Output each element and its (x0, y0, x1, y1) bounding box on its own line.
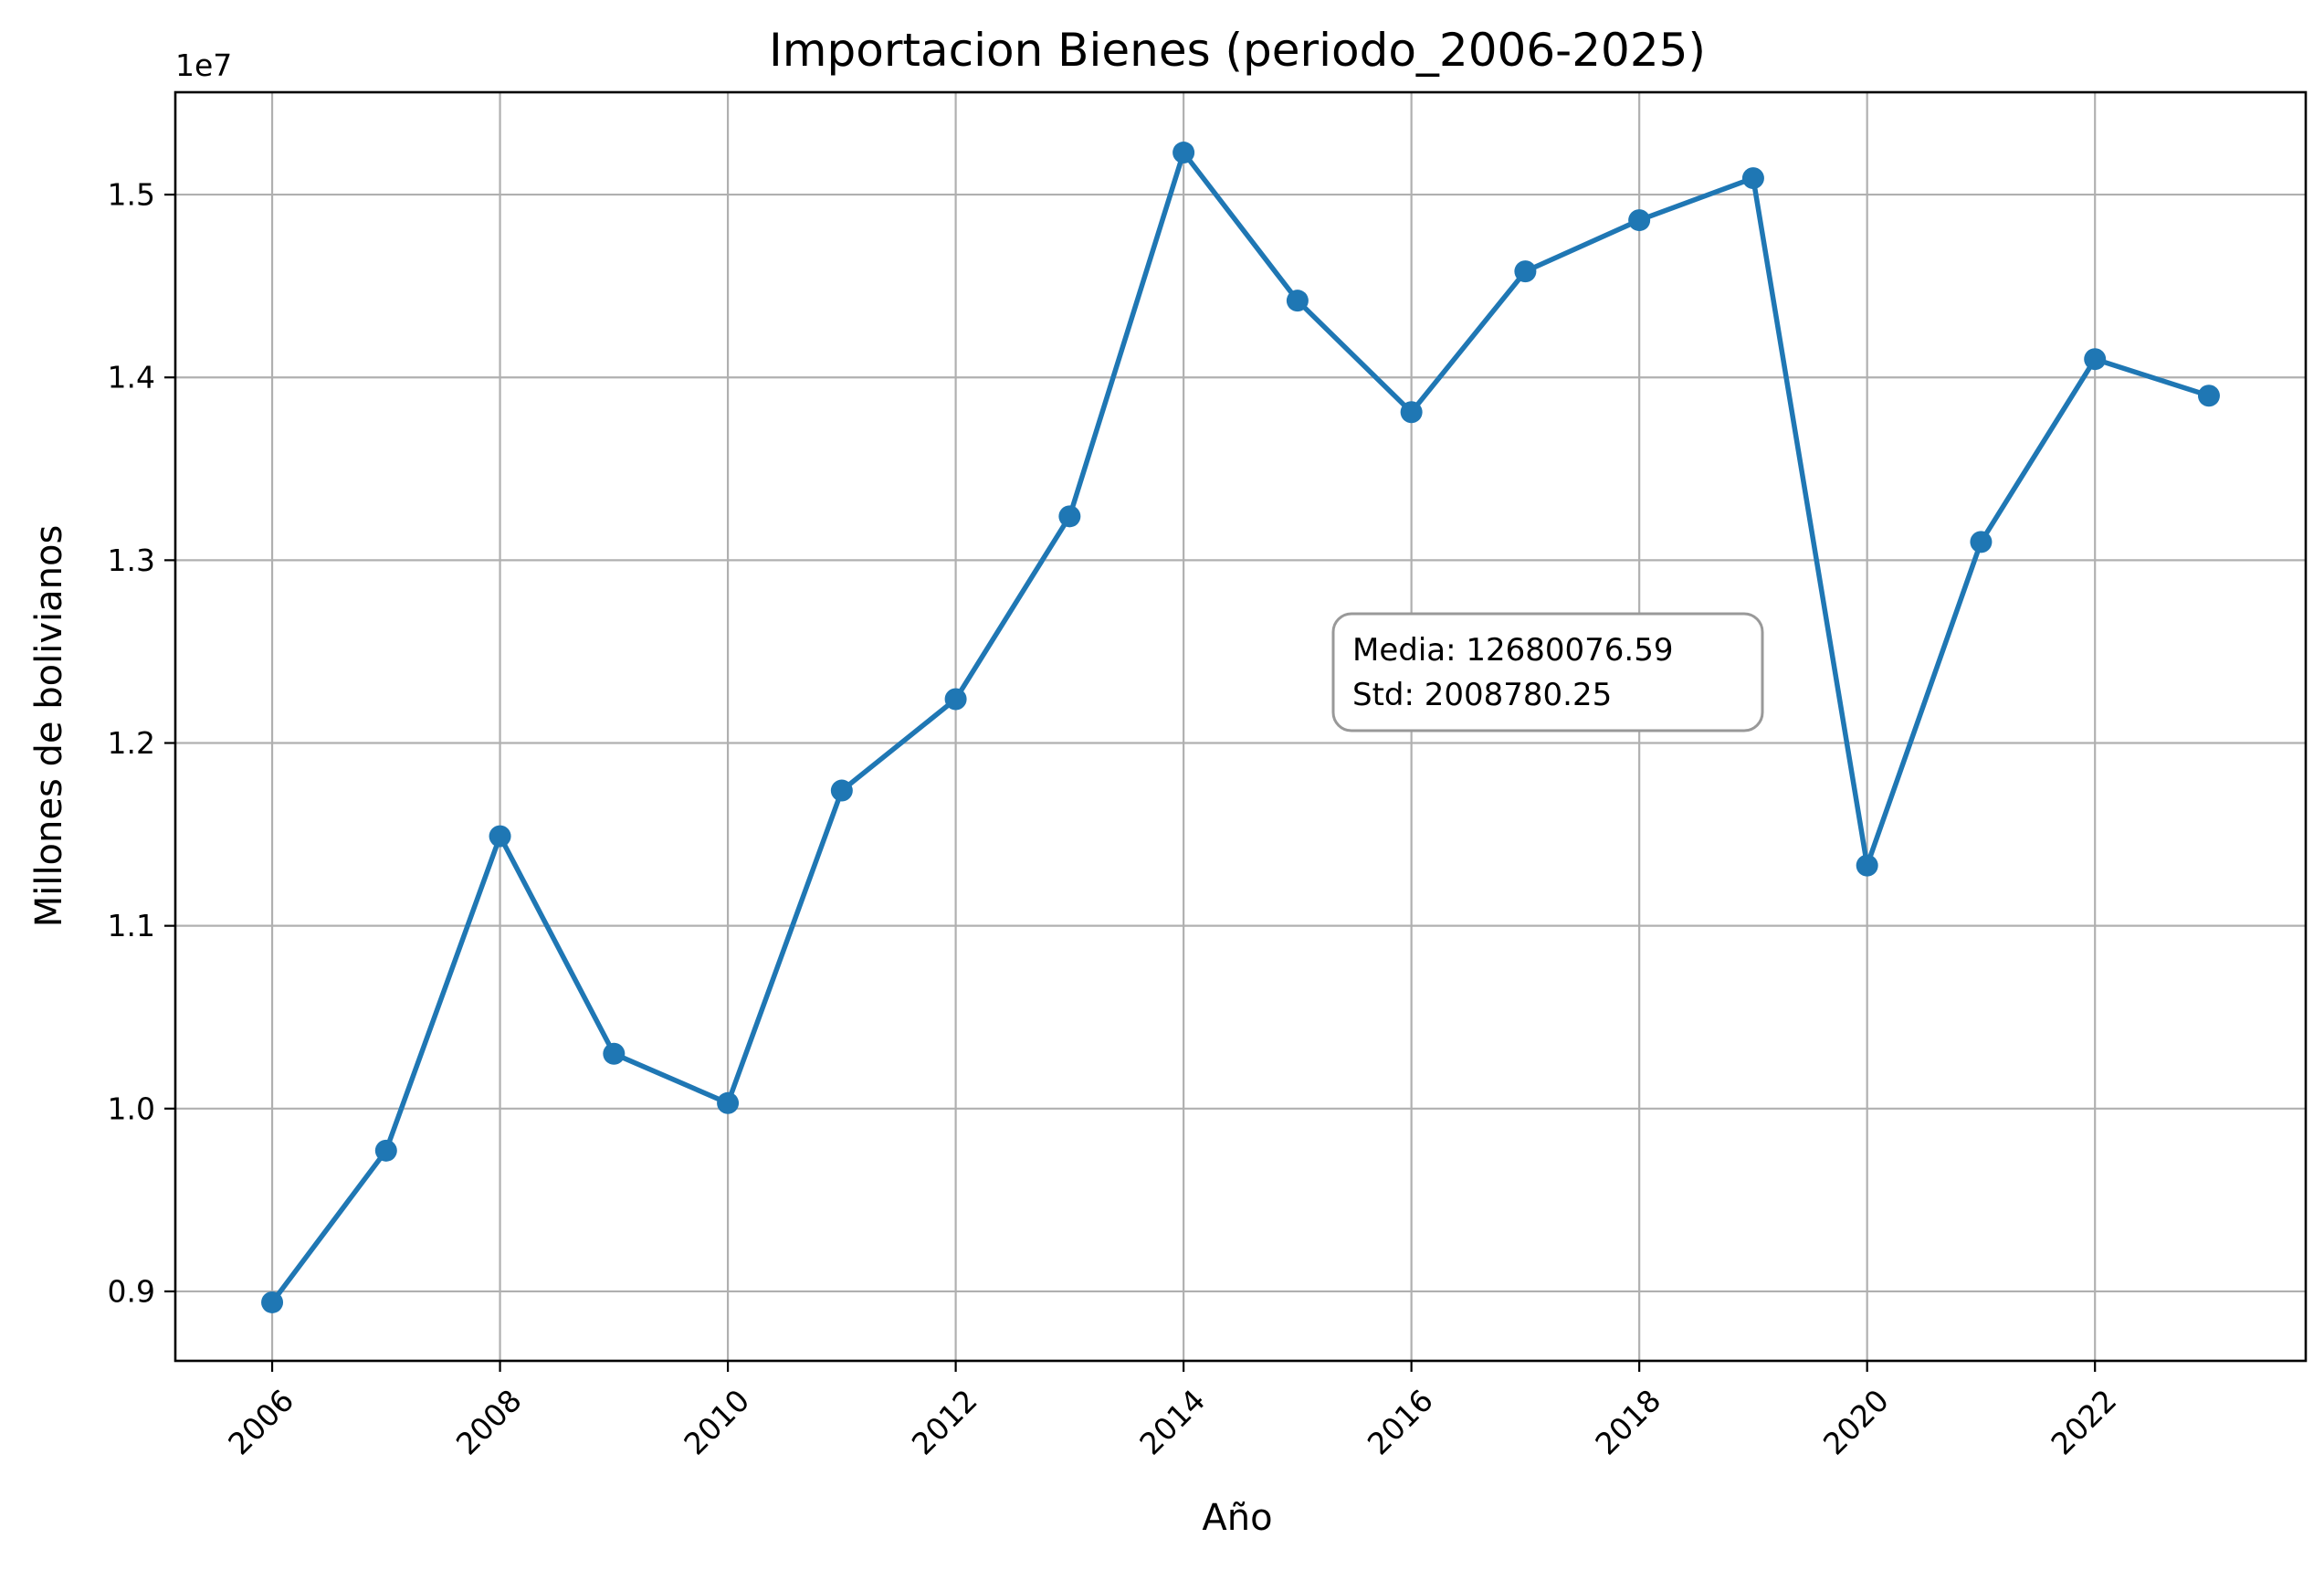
y-axis-offset-label: 1e7 (175, 47, 232, 83)
y-tick-label: 1.4 (108, 360, 155, 395)
stats-annotation-box (1331, 612, 1764, 732)
data-point (1970, 531, 1993, 553)
data-point (944, 688, 967, 711)
data-point (1856, 854, 1878, 877)
stats-annotation: Media: 12680076.59 Std: 2008780.25 (1331, 612, 1764, 732)
x-axis-label: Año (1202, 1497, 1272, 1539)
x-tick-label: 2012 (905, 1383, 984, 1462)
data-point (2197, 385, 2220, 407)
data-point (717, 1091, 740, 1114)
y-tick-label: 1.1 (108, 908, 155, 943)
y-tick-label: 1.0 (108, 1091, 155, 1126)
chart-title: Importacion Bienes (periodo_2006-2025) (769, 24, 1706, 77)
data-point (1286, 290, 1309, 312)
data-point (374, 1139, 397, 1162)
data-point (1514, 260, 1537, 283)
stats-std-text: Std: 2008780.25 (1352, 677, 1612, 713)
y-axis-label: Millones de bolivianos (28, 525, 70, 928)
data-point (261, 1291, 284, 1313)
series-layer (261, 142, 2220, 1313)
y-tick-label: 0.9 (108, 1273, 155, 1309)
x-tick-label: 2022 (2044, 1383, 2123, 1462)
data-point (2084, 348, 2107, 371)
data-point (489, 825, 511, 848)
stats-mean-text: Media: 12680076.59 (1352, 632, 1674, 669)
x-tick-label: 2008 (449, 1383, 529, 1462)
data-point (603, 1042, 626, 1065)
x-tick-label: 2020 (1816, 1383, 1896, 1462)
data-point (1741, 167, 1764, 190)
x-tick-label: 2018 (1588, 1383, 1667, 1462)
data-point (1058, 505, 1081, 528)
x-tick-label: 2010 (677, 1383, 756, 1462)
series-line (269, 150, 2212, 1305)
x-axis-ticks: 2006 2008 2010 2012 2014 2016 2018 2020 2022 (221, 1361, 2123, 1462)
x-tick-label: 2014 (1132, 1383, 1212, 1462)
data-point (830, 779, 853, 802)
y-tick-label: 1.2 (108, 725, 155, 761)
axes-frame (174, 90, 2308, 1363)
x-tick-label: 2016 (1361, 1383, 1440, 1462)
y-tick-label: 1.3 (108, 543, 155, 578)
grid (175, 92, 2306, 1361)
y-axis-ticks: 0.9 1.0 1.1 1.2 1.3 1.4 1.5 (108, 177, 175, 1309)
data-point (1173, 142, 1195, 164)
x-tick-label: 2006 (221, 1383, 300, 1462)
y-tick-label: 1.5 (108, 177, 155, 213)
data-point (1400, 401, 1423, 424)
data-point (1628, 209, 1651, 232)
